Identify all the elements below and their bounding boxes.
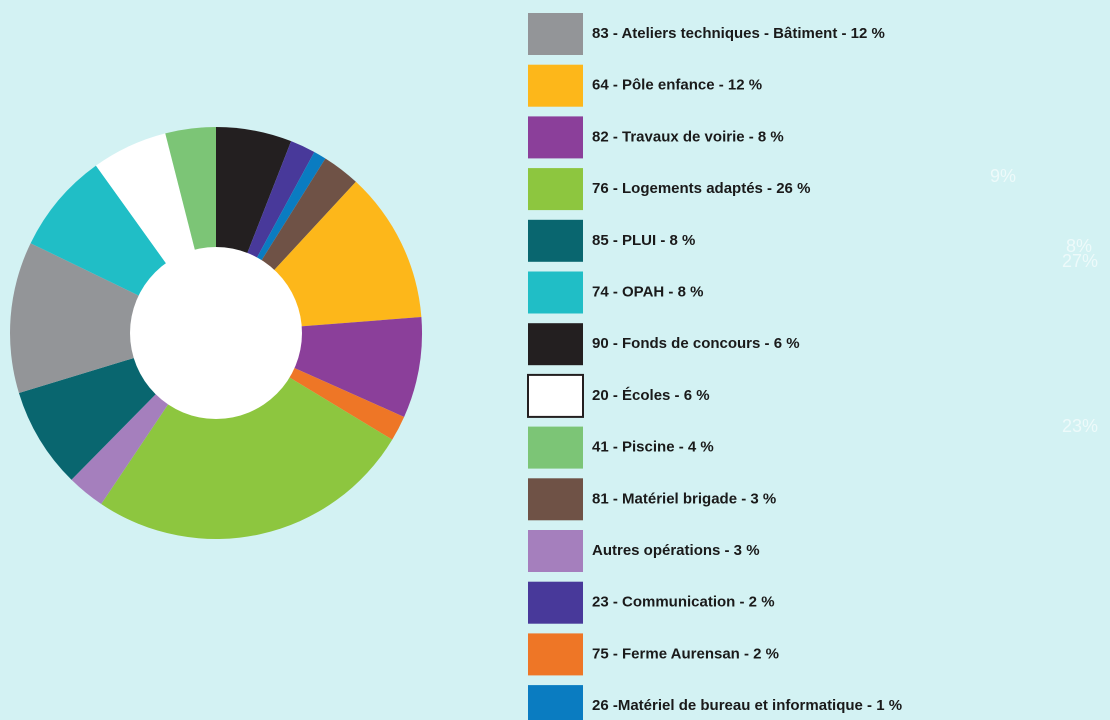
annotation: 27% <box>1062 251 1098 271</box>
legend-swatch <box>528 116 583 159</box>
legend-label: 83 - Ateliers techniques - Bâtiment - 12… <box>592 25 885 42</box>
legend-swatch <box>528 271 583 314</box>
legend-swatch <box>528 478 583 521</box>
legend-label: 90 - Fonds de concours - 6 % <box>592 335 800 352</box>
donut-hole <box>130 247 302 419</box>
legend-label: 20 - Écoles - 6 % <box>592 387 710 404</box>
legend-swatch <box>528 581 583 624</box>
legend-swatch <box>528 219 583 262</box>
legend-swatch <box>527 373 584 418</box>
legend-label: 23 - Communication - 2 % <box>592 594 775 611</box>
legend-label: 75 - Ferme Aurensan - 2 % <box>592 645 779 662</box>
legend-label: 74 - OPAH - 8 % <box>592 283 703 300</box>
legend-swatch <box>528 530 583 572</box>
legend-label: 76 - Logements adaptés - 26 % <box>592 180 810 197</box>
slice <box>9 243 217 393</box>
legend-swatch <box>528 168 583 211</box>
legend-label: 64 - Pôle enfance - 12 % <box>592 77 762 94</box>
annotation: 9% <box>990 166 1016 186</box>
legend-label: Autres opérations - 3 % <box>592 542 760 559</box>
slice <box>101 333 393 540</box>
legend-swatch <box>528 13 583 55</box>
legend-label: 81 - Matériel brigade - 3 % <box>592 490 776 507</box>
annotation: 8% <box>1066 236 1092 256</box>
legend-swatch <box>528 633 583 676</box>
legend-label: 26 -Matériel de bureau et informatique -… <box>592 697 902 714</box>
legend-label: 82 - Travaux de voirie - 8 % <box>592 128 784 145</box>
legend-swatch <box>528 64 583 107</box>
legend-label: 41 - Piscine - 4 % <box>592 439 714 456</box>
legend-swatch <box>528 426 583 469</box>
annotation: 23% <box>1062 416 1098 436</box>
legend-swatch <box>528 323 583 366</box>
legend-label: 85 - PLUI - 8 % <box>592 232 695 249</box>
legend-swatch <box>528 685 583 720</box>
